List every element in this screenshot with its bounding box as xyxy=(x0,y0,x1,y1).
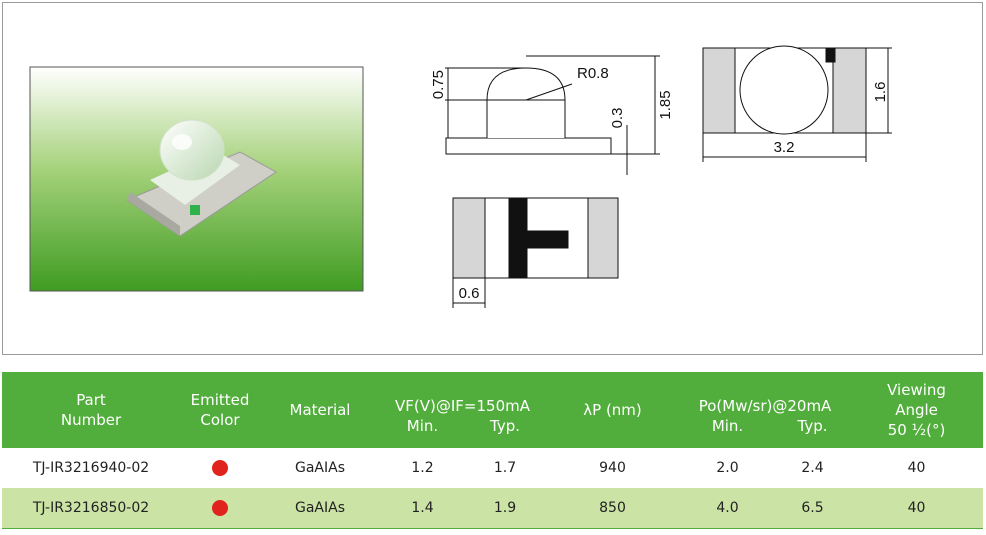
cell-text: 940 xyxy=(599,460,626,476)
table-cell: 850 xyxy=(545,488,681,529)
cell-text: TJ-IR3216850-02 xyxy=(32,500,150,516)
header-cell: Typ. xyxy=(775,416,851,448)
side-view xyxy=(445,55,660,175)
header-cell: Material xyxy=(260,372,380,448)
table-row: TJ-IR3216940-02 GaAIAs 1.2 1.7 940 2.0 2.4 40 xyxy=(2,448,983,488)
table-cell: 40 xyxy=(850,448,983,488)
color-dot xyxy=(212,460,228,476)
dimension-label: 1.6 xyxy=(872,82,889,103)
dimension-label: 0.75 xyxy=(430,70,447,99)
table-cell: GaAIAs xyxy=(260,448,380,488)
cell-text: 1.4 xyxy=(411,500,434,516)
header-cell: Viewing Angle 50 ½(°) xyxy=(850,372,984,448)
cell-text: TJ-IR3216940-02 xyxy=(32,460,150,476)
table-cell: 1.4 xyxy=(380,488,465,529)
cell-text: 1.7 xyxy=(493,460,517,476)
table-cell: 2.0 xyxy=(680,448,775,488)
header-cell: VF(V)@IF=150mA xyxy=(380,372,546,416)
table-cell: 1.9 xyxy=(465,488,546,529)
header-text: Number xyxy=(60,411,122,429)
product-photo xyxy=(29,66,364,292)
header-text: Typ. xyxy=(490,417,520,435)
header-cell: Emitted Color xyxy=(180,372,260,448)
dimension-label: 0.6 xyxy=(459,285,480,302)
table-cell: TJ-IR3216940-02 xyxy=(2,448,180,488)
header-subrow: Min. Typ. Min. Typ. xyxy=(2,416,983,448)
header-text: VF(V)@IF=150mA xyxy=(395,397,530,415)
dimension-label: 1.85 xyxy=(657,90,674,119)
header-cell: Min. xyxy=(680,416,776,448)
spec-table: Part Number Emitted Color Material VF(V)@IF=1… xyxy=(2,372,984,529)
cell-text: 40 xyxy=(907,500,926,516)
header-text: Part xyxy=(76,391,106,409)
cell-text: GaAIAs xyxy=(294,460,345,476)
table-cell xyxy=(180,488,260,529)
header-text: Color xyxy=(200,411,240,429)
figure-panel xyxy=(2,2,983,355)
table-cell: 40 xyxy=(850,488,984,529)
bottom-view xyxy=(452,197,619,308)
cell-text: 1.9 xyxy=(493,500,517,516)
cell-text: 850 xyxy=(599,500,626,516)
header-text: Angle xyxy=(895,401,938,419)
header-cell: λP (nm) xyxy=(545,372,681,448)
header-text: Min. xyxy=(711,417,744,435)
header-text: Po(Mw/sr)@20mA xyxy=(698,397,832,415)
header-text: Material xyxy=(289,401,351,419)
cell-text: 6.5 xyxy=(801,500,824,516)
header-cell: Typ. xyxy=(465,416,546,448)
table-cell: 4.0 xyxy=(680,488,776,529)
header-text: Min. xyxy=(406,417,439,435)
header-text: Emitted xyxy=(190,391,250,409)
table-cell: 6.5 xyxy=(775,488,851,529)
dimension-label: R0.8 xyxy=(577,65,609,82)
table-cell: 2.4 xyxy=(775,448,850,488)
table-cell: GaAIAs xyxy=(260,488,380,529)
cell-text: 40 xyxy=(907,460,926,476)
table-cell xyxy=(180,448,260,488)
cell-text: 2.0 xyxy=(716,460,739,476)
header-cell: Min. xyxy=(380,416,465,448)
header-row: Part Number Emitted Color Material VF(V)@IF=1… xyxy=(2,372,984,448)
header-cell: Part Number xyxy=(2,372,180,448)
color-dot xyxy=(212,500,228,516)
header-text: Viewing xyxy=(887,381,946,399)
drawings: 0.75 R0.8 1.85 0.3 1.6 3.2 0.6 xyxy=(29,45,892,308)
top-view xyxy=(702,45,892,162)
header-cell: Po(Mw/sr)@20mA xyxy=(680,372,851,416)
table-cell: 1.7 xyxy=(465,448,545,488)
header-text: 50 ½(°) xyxy=(887,421,946,439)
cell-text: 2.4 xyxy=(801,460,824,476)
header-text: λP (nm) xyxy=(583,401,642,419)
cell-text: 4.0 xyxy=(716,500,739,516)
table-cell: 940 xyxy=(545,448,680,488)
table-row: TJ-IR3216850-02 GaAIAs 1.4 1.9 850 4.0 6.5 40 xyxy=(2,488,984,529)
table-cell: TJ-IR3216850-02 xyxy=(2,488,180,529)
table-cell: 1.2 xyxy=(380,448,465,488)
header-text: Typ. xyxy=(797,417,828,435)
cell-text: 1.2 xyxy=(411,460,434,476)
cell-text: GaAIAs xyxy=(294,500,345,516)
dimension-label: 0.3 xyxy=(609,108,626,129)
dimension-label: 3.2 xyxy=(774,139,795,156)
